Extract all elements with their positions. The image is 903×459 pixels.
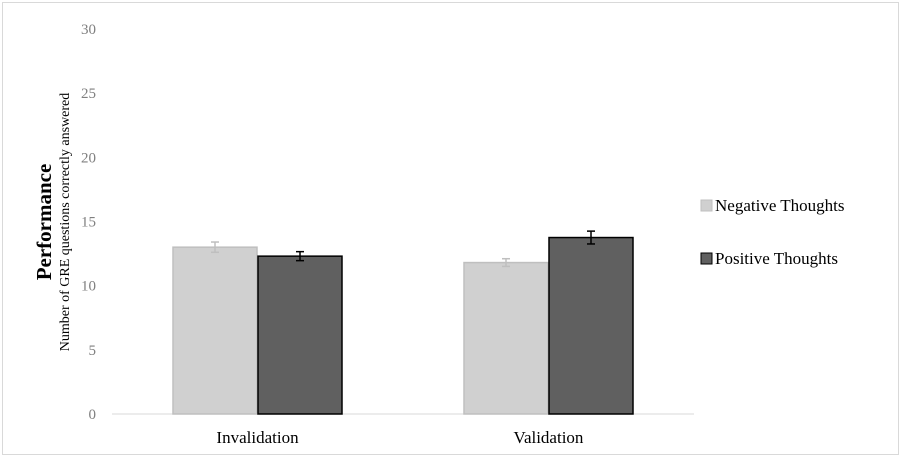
error-bar: [211, 241, 219, 254]
y-tick-label: 0: [89, 407, 97, 423]
bar-negative-thoughts-validation: [463, 261, 549, 415]
y-axis-title: Performance Number of GRE questions corr…: [32, 93, 73, 352]
y-axis-title-main: Performance: [32, 164, 56, 281]
bars: [172, 236, 634, 415]
bar-positive-thoughts-validation: [548, 236, 634, 415]
x-category-label: Validation: [514, 428, 584, 447]
legend: Negative Thoughts Positive Thoughts: [700, 196, 845, 268]
legend-swatch: [700, 199, 713, 212]
bar-positive-thoughts-invalidation: [257, 255, 343, 415]
y-tick-label: 30: [81, 22, 96, 38]
y-axis-ticks: 0 5 10 15 20 25 30: [81, 22, 96, 423]
y-tick-label: 20: [81, 150, 96, 166]
y-tick-label: 25: [81, 86, 96, 102]
error-bar: [502, 257, 510, 268]
legend-item: Negative Thoughts: [700, 196, 845, 215]
bar-negative-thoughts-invalidation: [172, 246, 258, 415]
error-bar: [296, 250, 304, 262]
y-axis-title-sub: Number of GRE questions correctly answer…: [58, 93, 73, 352]
y-tick-label: 15: [81, 215, 96, 231]
x-category-label: Invalidation: [216, 428, 299, 447]
y-tick-label: 5: [89, 343, 97, 359]
error-bar: [587, 230, 595, 245]
legend-item: Positive Thoughts: [700, 249, 838, 268]
legend-label: Negative Thoughts: [715, 196, 845, 215]
y-tick-label: 10: [81, 279, 96, 295]
legend-swatch: [700, 252, 713, 265]
error-bars: [211, 230, 595, 268]
legend-label: Positive Thoughts: [715, 249, 838, 268]
x-axis-labels: Invalidation Validation: [216, 428, 584, 447]
